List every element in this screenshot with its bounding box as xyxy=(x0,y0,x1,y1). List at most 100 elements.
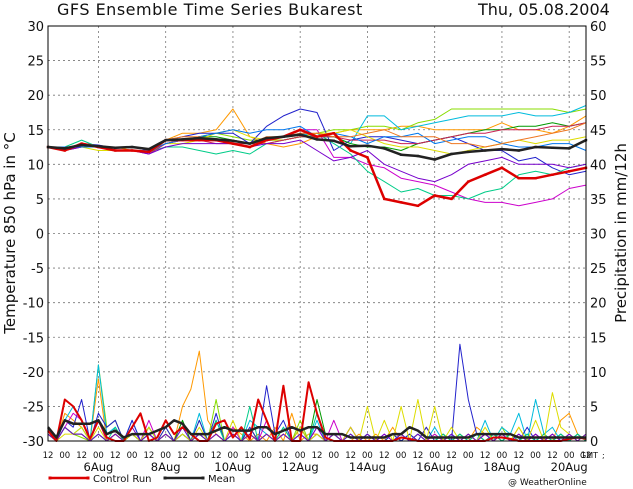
temperature-line-member xyxy=(47,108,587,176)
x-tick-label-hour: 00 xyxy=(59,451,70,461)
temperature-point xyxy=(147,147,151,151)
y-tick-label-left: 0 xyxy=(36,228,44,243)
temperature-point xyxy=(198,136,201,140)
temperature-point xyxy=(63,147,67,150)
legend-swatch-marker xyxy=(201,476,205,480)
y-tick-label-right: 30 xyxy=(590,228,607,243)
temperature-point xyxy=(248,145,251,149)
temperature-point xyxy=(265,136,268,140)
temperature-point xyxy=(567,147,571,150)
temperature-point xyxy=(164,138,167,142)
chart-title: GFS Ensemble Time Series Bukarest xyxy=(57,0,363,19)
temperature-point xyxy=(483,149,487,152)
legend-label: Control Run xyxy=(93,474,152,485)
temperature-point xyxy=(349,145,352,148)
temperature-point xyxy=(433,158,436,161)
x-tick-label-hour: 00 xyxy=(93,451,104,461)
temperature-point xyxy=(231,139,235,143)
y-tick-label-right: 25 xyxy=(590,262,607,277)
temperature-point xyxy=(467,150,470,154)
temperature-point xyxy=(366,156,369,159)
temperature-point xyxy=(114,146,117,149)
x-tick-label-hour: 00 xyxy=(160,451,171,461)
x-tick-label-hour: 00 xyxy=(228,451,239,461)
x-tick-label-hour: 12 xyxy=(581,451,592,461)
y-tick-label-right: 10 xyxy=(590,366,607,381)
temperature-point xyxy=(80,142,83,145)
x-tick-label-hour: 00 xyxy=(396,451,407,461)
temperature-point xyxy=(298,128,302,131)
temperature-line-member xyxy=(47,129,587,207)
temperature-point xyxy=(500,166,504,169)
y-tick-label-left: -30 xyxy=(23,435,44,450)
y-tick-label-left: 5 xyxy=(36,193,44,208)
y-axis-left-ticks: 30 25 20 15 10 5 0 -5 -10 -15 -20 -25 -30 xyxy=(23,20,44,450)
temperature-point xyxy=(214,138,218,141)
x-tick-label-hour: 12 xyxy=(412,451,423,461)
x-tick-label-date: 20Aug xyxy=(551,460,588,474)
temperature-point xyxy=(147,150,151,154)
temperature-point xyxy=(399,153,403,156)
temperature-point xyxy=(383,197,386,201)
x-tick-label-hour: 12 xyxy=(110,451,121,461)
temperature-point xyxy=(399,201,403,204)
x-tick-label-hour: 00 xyxy=(463,451,474,461)
y-tick-label-left: 30 xyxy=(27,20,44,35)
temperature-point xyxy=(416,204,420,208)
temperature-point xyxy=(248,142,251,145)
x-tick-label-hour: 12 xyxy=(76,451,87,461)
x-tick-label-date: 10Aug xyxy=(214,460,251,474)
y-tick-label-left: -10 xyxy=(23,297,44,312)
temperature-point xyxy=(315,138,319,141)
y-tick-label-right: 50 xyxy=(590,89,607,104)
gmt-label: GMT xyxy=(580,451,598,460)
temperature-point xyxy=(450,152,453,156)
temperature-line-control-run xyxy=(47,128,587,208)
temperature-point xyxy=(265,138,268,142)
temperature-point xyxy=(298,133,302,136)
temperature-point xyxy=(97,145,100,148)
x-axis-hour-labels: 12 00 12 00 12 00 12 00 12 00 12 00 12 00 12 00 12 00 12 00… xyxy=(43,451,592,461)
grid-lines xyxy=(48,26,586,441)
temperature-point xyxy=(433,194,436,197)
temperature-point xyxy=(551,146,554,149)
x-tick-label-date: 8Aug xyxy=(151,460,181,474)
legend: Control Run Mean xyxy=(48,474,235,485)
y-tick-label-right: 20 xyxy=(590,297,607,312)
temperature-point xyxy=(534,145,537,149)
temperature-point xyxy=(332,132,336,135)
temperature-point xyxy=(534,176,537,180)
y-tick-label-left: -15 xyxy=(23,331,44,346)
x-tick-label-hour: 12 xyxy=(278,451,289,461)
x-tick-label-hour: 12 xyxy=(446,451,457,461)
temperature-point xyxy=(383,147,386,150)
y-tick-label-left: -25 xyxy=(23,400,44,415)
x-tick-label-hour: 12 xyxy=(177,451,188,461)
y-tick-label-left: 25 xyxy=(27,55,44,70)
x-tick-label-hour: 12 xyxy=(211,451,222,461)
temperature-point xyxy=(517,176,520,180)
y-tick-label-right: 35 xyxy=(590,193,607,208)
x-tick-label-hour: 00 xyxy=(295,451,306,461)
x-tick-label-date: 6Aug xyxy=(84,460,114,474)
x-tick-label-hour: 12 xyxy=(379,451,390,461)
precipitation-line-mean xyxy=(47,419,586,439)
x-tick-label-hour: 12 xyxy=(513,451,524,461)
y-tick-label-right: 60 xyxy=(590,20,607,35)
forecast-date: Thu, 05.08.2004 xyxy=(477,0,610,19)
y-axis-label-right: Precipitation in mm/12h xyxy=(612,143,630,323)
credit-text: @ WeatherOnline xyxy=(508,478,587,488)
y-tick-label-right: 40 xyxy=(590,158,607,173)
x-tick-label-hour: 00 xyxy=(564,451,575,461)
temperature-point xyxy=(198,138,201,142)
temperature-point xyxy=(114,149,117,152)
y-tick-label-right: 0 xyxy=(590,435,598,450)
temperature-point xyxy=(315,135,319,138)
x-tick-label-hour: 12 xyxy=(312,451,323,461)
x-tick-label-hour: 00 xyxy=(497,451,508,461)
temperature-point xyxy=(567,170,571,173)
y-axis-label-left: Temperature 850 hPa in °C xyxy=(1,132,19,334)
x-tick-label-hour: 12 xyxy=(345,451,356,461)
x-tick-label-hour: 12 xyxy=(143,451,154,461)
